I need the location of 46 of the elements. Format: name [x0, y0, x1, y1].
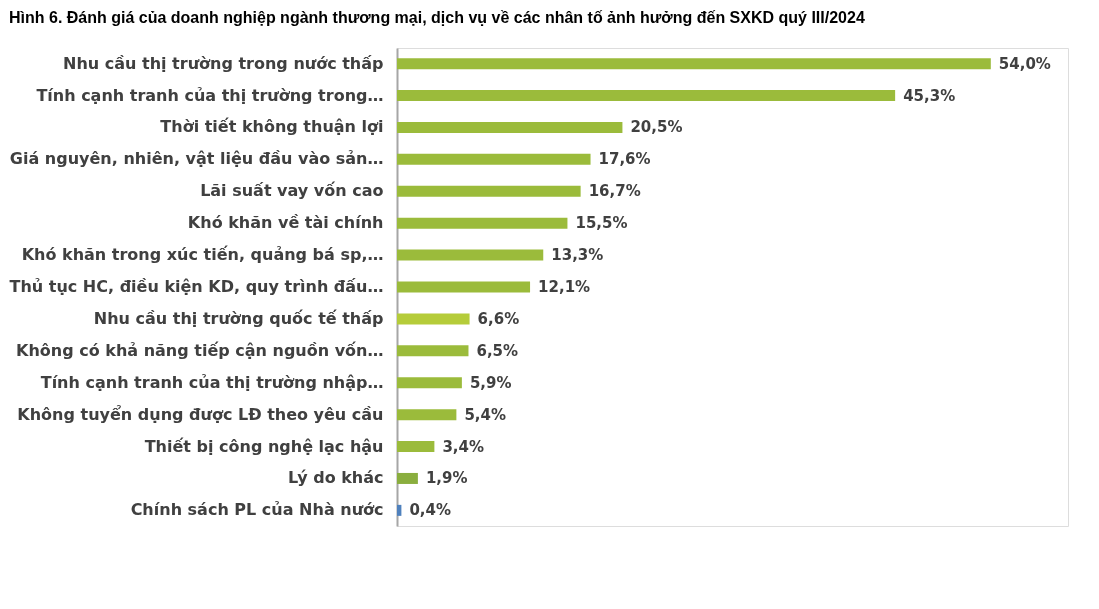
bar	[397, 90, 896, 102]
y-tick-label: Tính cạnh tranh của thị trường trong…	[36, 85, 384, 105]
y-tick-label: Khó khăn về tài chính	[187, 213, 384, 233]
bar	[397, 217, 568, 229]
y-tick-label: Nhu cầu thị trường trong nước thấp	[63, 53, 384, 73]
y-tick-label: Chính sách PL của Nhà nước	[130, 500, 384, 520]
data-label: 6,6%	[477, 309, 520, 328]
bar	[397, 153, 591, 165]
data-label: 54,0%	[998, 54, 1051, 73]
data-label: 16,7%	[588, 182, 641, 201]
data-label: 12,1%	[538, 278, 591, 296]
bar	[397, 472, 418, 484]
data-label: 0,4%	[409, 501, 452, 520]
y-tick-label: Giá nguyên, nhiên, vật liệu đầu vào sản…	[9, 149, 384, 169]
data-label: 5,9%	[469, 373, 512, 392]
bar	[397, 249, 544, 261]
y-tick-label: Không có khả năng tiếp cận nguồn vốn…	[16, 340, 384, 360]
bar	[397, 377, 462, 389]
bar	[397, 313, 470, 325]
data-label: 15,5%	[575, 214, 628, 233]
data-label: 5,4%	[464, 405, 506, 424]
y-tick-label: Lãi suất vay vốn cao	[200, 181, 384, 201]
y-tick-label: Thời tiết không thuận lợi	[160, 117, 384, 137]
data-label: 6,5%	[476, 341, 519, 360]
data-label: 3,4%	[442, 437, 484, 456]
y-tick-label: Nhu cầu thị trường quốc tế thấp	[93, 308, 384, 328]
bar	[397, 281, 531, 293]
y-tick-label: Thiết bị công nghệ lạc hậu	[144, 436, 384, 456]
data-label: 45,3%	[903, 86, 956, 105]
bar	[397, 58, 991, 70]
bar	[397, 121, 623, 133]
bar	[397, 185, 581, 197]
y-tick-label: Khó khăn trong xúc tiến, quảng bá sp,…	[21, 245, 384, 265]
y-tick-label: Lý do khác	[288, 468, 384, 488]
data-label: 13,3%	[551, 246, 604, 265]
data-label: 20,5%	[630, 118, 683, 137]
chart-title: Hình 6. Đánh giá của doanh nghiệp ngành thương mại, dịch vụ về các nhân tố ảnh hưởng đến SXKD quý III/2024	[8, 9, 865, 26]
data-label: 17,6%	[598, 150, 651, 169]
data-label: 1,9%	[425, 469, 468, 488]
bar	[397, 409, 457, 421]
bar	[397, 441, 435, 453]
y-tick-label: Tính cạnh tranh của thị trường nhập…	[40, 372, 384, 392]
y-tick-label: Không tuyển dụng được LĐ theo yêu cầu	[17, 404, 384, 424]
bar	[397, 504, 402, 516]
bar	[397, 345, 469, 357]
y-tick-label: Thủ tục HC, điều kiện KD, quy trình đấu…	[9, 277, 384, 296]
